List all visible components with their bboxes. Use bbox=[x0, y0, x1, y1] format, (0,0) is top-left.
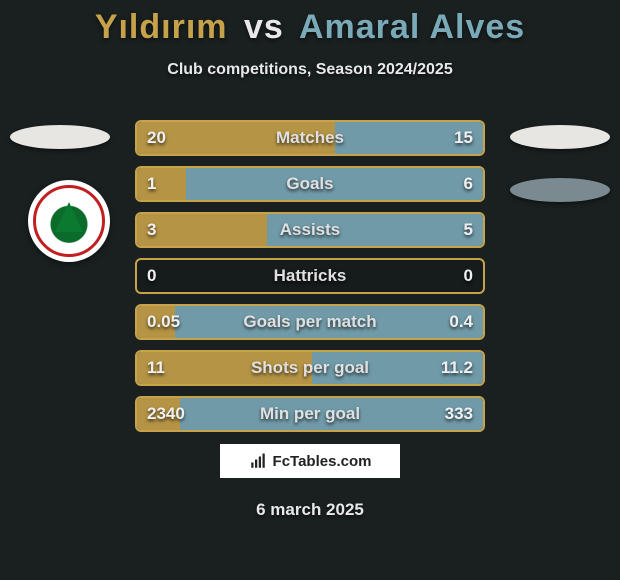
stat-row: 1 6 Goals bbox=[135, 166, 485, 202]
stat-label: Min per goal bbox=[260, 404, 360, 424]
player1-name: Yıldırım bbox=[95, 8, 228, 46]
stat-label: Goals bbox=[286, 174, 333, 194]
player1-club-badge bbox=[28, 180, 110, 262]
stat-value-left: 0 bbox=[147, 266, 156, 286]
vs-text: vs bbox=[244, 8, 284, 46]
stat-label: Shots per goal bbox=[251, 358, 369, 378]
stat-value-left: 0.05 bbox=[147, 312, 180, 332]
stat-label: Assists bbox=[280, 220, 340, 240]
stat-value-right: 333 bbox=[445, 404, 473, 424]
stat-value-right: 5 bbox=[464, 220, 473, 240]
chart-icon bbox=[249, 452, 267, 470]
stat-value-left: 1 bbox=[147, 174, 156, 194]
stat-label: Hattricks bbox=[274, 266, 347, 286]
date-text: 6 march 2025 bbox=[256, 500, 364, 520]
player2-name: Amaral Alves bbox=[299, 8, 525, 46]
stat-value-left: 20 bbox=[147, 128, 166, 148]
stat-value-left: 3 bbox=[147, 220, 156, 240]
player2-chip-top bbox=[510, 125, 610, 149]
brand-text: FcTables.com bbox=[273, 453, 372, 470]
stat-value-right: 15 bbox=[454, 128, 473, 148]
stat-value-left: 2340 bbox=[147, 404, 185, 424]
stat-value-left: 11 bbox=[147, 358, 165, 378]
stat-row: 20 15 Matches bbox=[135, 120, 485, 156]
player2-chip-second bbox=[510, 178, 610, 202]
stat-row: 3 5 Assists bbox=[135, 212, 485, 248]
stat-row: 0 0 Hattricks bbox=[135, 258, 485, 294]
bar-fill-right bbox=[186, 168, 483, 200]
subtitle: Club competitions, Season 2024/2025 bbox=[0, 61, 620, 79]
stat-value-right: 11.2 bbox=[441, 358, 473, 378]
stat-row: 11 11.2 Shots per goal bbox=[135, 350, 485, 386]
brand-logo: FcTables.com bbox=[220, 444, 400, 478]
stat-row: 0.05 0.4 Goals per match bbox=[135, 304, 485, 340]
comparison-table: 20 15 Matches 1 6 Goals 3 5 Assists 0 0 Hattricks 0.… bbox=[135, 120, 485, 442]
stat-label: Goals per match bbox=[243, 312, 376, 332]
player1-chip-top bbox=[10, 125, 110, 149]
stat-value-right: 0.4 bbox=[449, 312, 473, 332]
comparison-title: Yıldırım vs Amaral Alves bbox=[0, 0, 620, 47]
tree-icon bbox=[55, 202, 83, 232]
stat-label: Matches bbox=[276, 128, 344, 148]
stat-row: 2340 333 Min per goal bbox=[135, 396, 485, 432]
stat-value-right: 0 bbox=[464, 266, 473, 286]
stat-value-right: 6 bbox=[464, 174, 473, 194]
bar-fill-left bbox=[137, 168, 186, 200]
club-badge-inner bbox=[33, 185, 105, 257]
